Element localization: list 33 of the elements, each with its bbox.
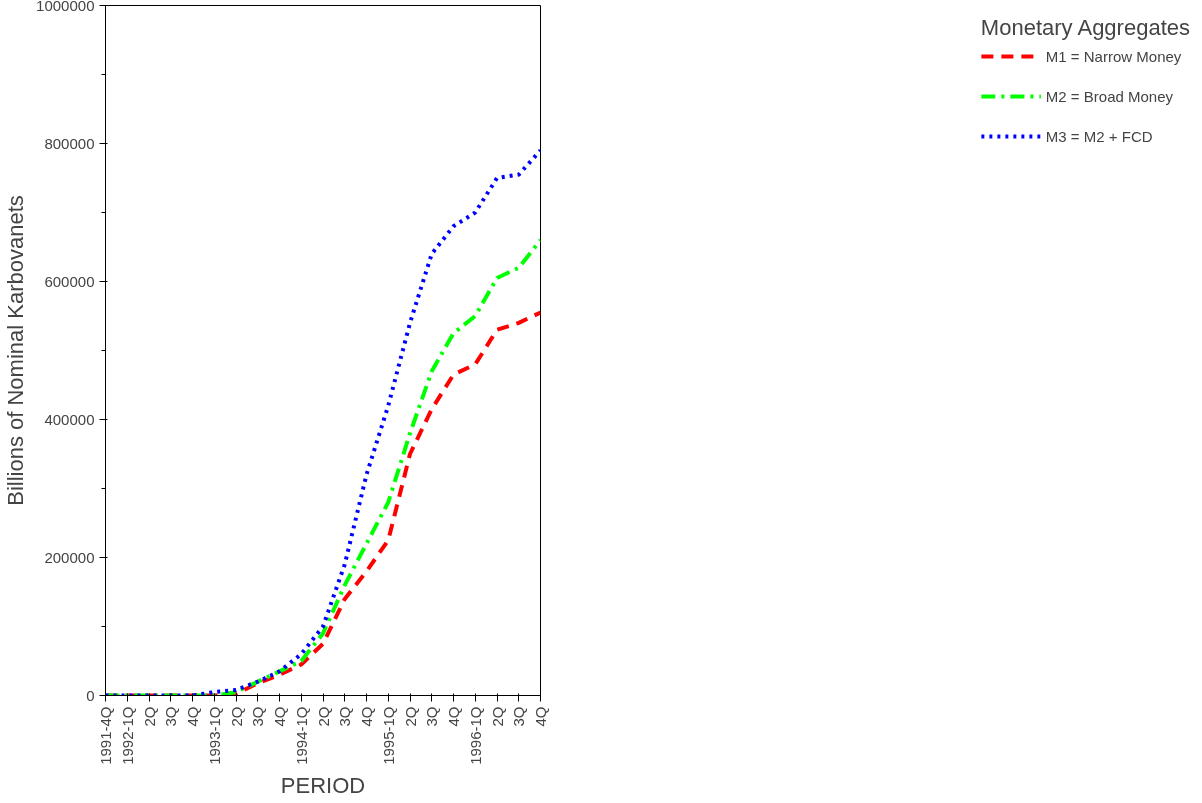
x-axis-title: PERIOD bbox=[280, 772, 366, 798]
x-tick-label: 2Q bbox=[488, 706, 506, 727]
x-tick-label: 4Q bbox=[184, 706, 201, 727]
x-tick-label: 4Q bbox=[532, 706, 549, 727]
y-tick-label: 200000 bbox=[44, 548, 95, 566]
x-tick-label: 3Q bbox=[249, 706, 267, 727]
x-tick-label: 4Q bbox=[445, 706, 462, 727]
y-tick-label: 400000 bbox=[44, 410, 95, 428]
y-tick-label: 0 bbox=[86, 686, 95, 704]
x-tick-label: 1992-1Q bbox=[118, 706, 136, 765]
x-tick-label: 3Q bbox=[162, 706, 180, 727]
y-axis-title: Billions of Nominal Karbovanets bbox=[3, 195, 29, 506]
x-tick-label: 3Q bbox=[510, 706, 528, 727]
x-tick-label: 3Q bbox=[336, 706, 354, 727]
x-tick-label: 1995-1Q bbox=[379, 706, 397, 765]
legend-label: M2 = Broad Money bbox=[1045, 87, 1174, 105]
legend-title: Monetary Aggregates bbox=[980, 15, 1190, 41]
y-tick-label: 1000000 bbox=[36, 0, 95, 14]
x-tick-label: 2Q bbox=[401, 706, 419, 727]
legend-label: M1 = Narrow Money bbox=[1045, 47, 1182, 65]
x-tick-label: 1996-1Q bbox=[466, 706, 484, 765]
x-tick-label: 2Q bbox=[314, 706, 332, 727]
x-tick-label: 1993-1Q bbox=[205, 706, 223, 765]
legend-label: M3 = M2 + FCD bbox=[1045, 127, 1153, 145]
x-tick-label: 2Q bbox=[227, 706, 245, 727]
x-tick-label: 2Q bbox=[140, 706, 158, 727]
x-tick-label: 3Q bbox=[423, 706, 441, 727]
x-tick-label: 4Q bbox=[271, 706, 288, 727]
x-tick-label: 1991-4Q bbox=[97, 706, 114, 765]
y-tick-label: 600000 bbox=[44, 272, 95, 290]
x-tick-label: 4Q bbox=[358, 706, 375, 727]
x-tick-label: 1994-1Q bbox=[292, 706, 310, 765]
y-tick-label: 800000 bbox=[44, 134, 95, 152]
